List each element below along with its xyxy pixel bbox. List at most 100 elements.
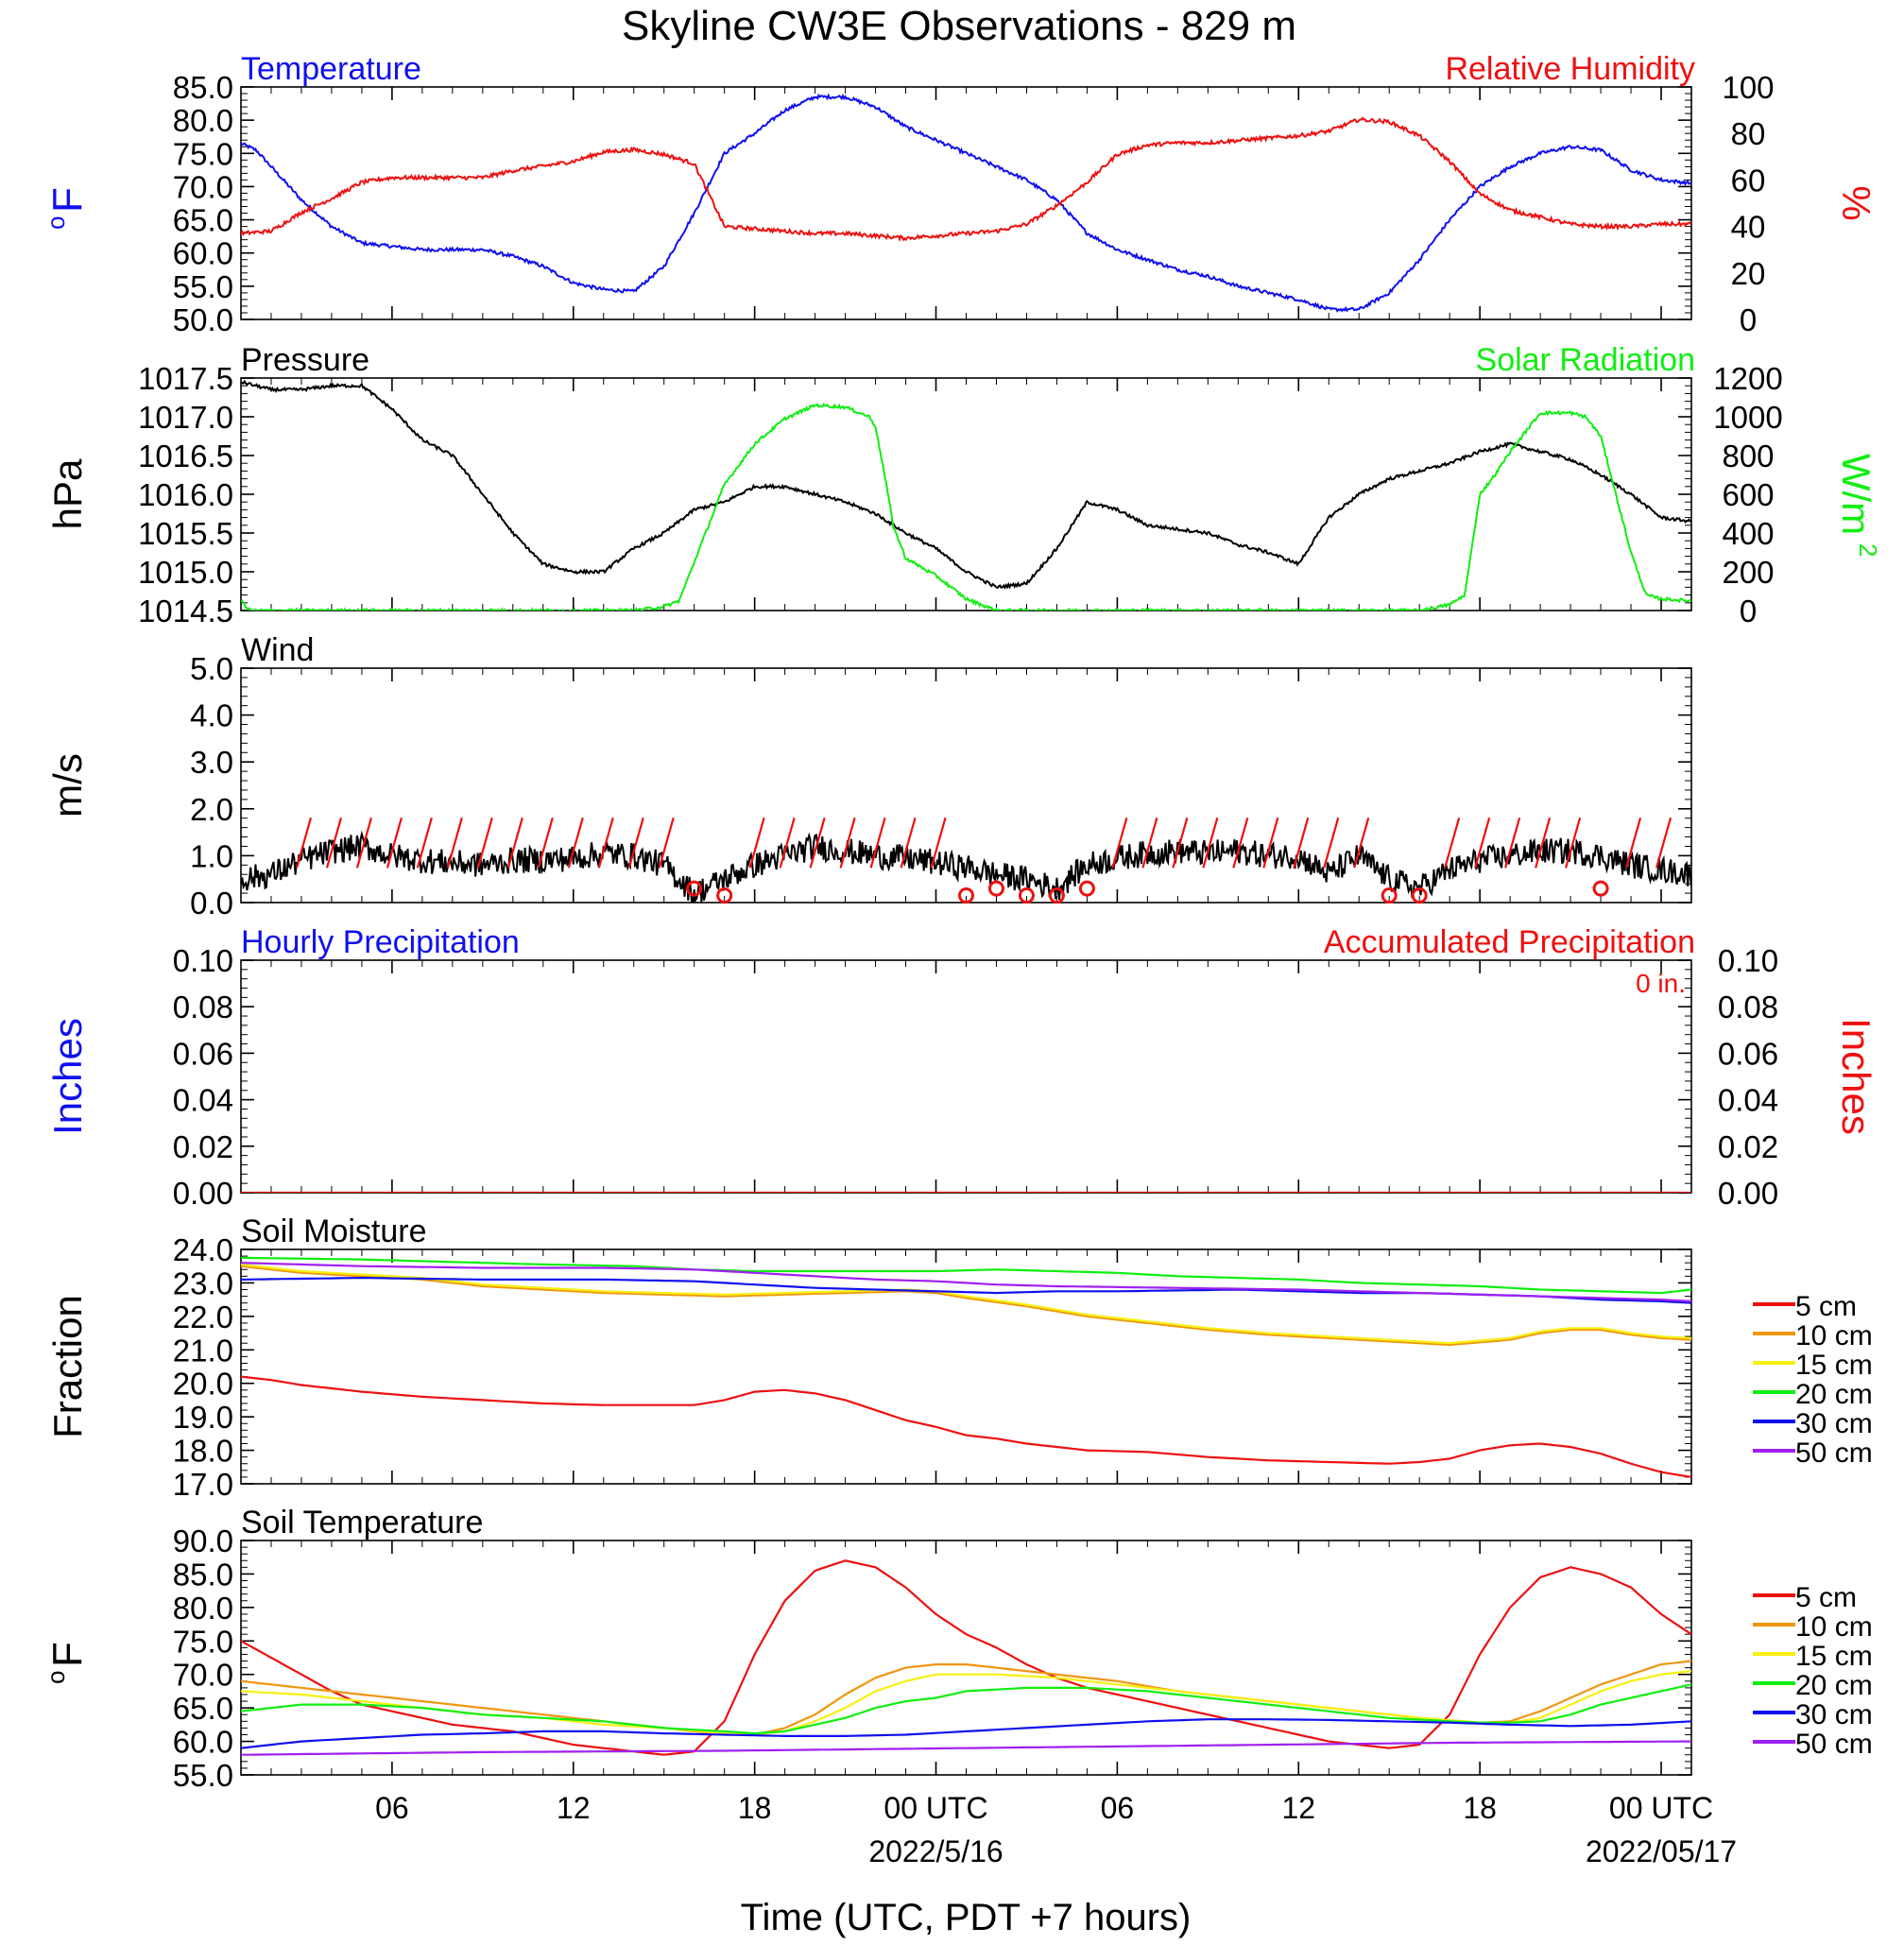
y-axis-label-left: Fraction xyxy=(45,1295,90,1438)
series-5-cm xyxy=(241,1375,1691,1478)
legend-label: 20 cm xyxy=(1795,1670,1873,1701)
y-tick-label-right: 60 xyxy=(1731,163,1766,198)
y-axis-label-left: oF xyxy=(42,1642,91,1684)
y-axis-label-right: W/m 2 xyxy=(1834,454,1882,558)
wind-barb xyxy=(1353,818,1370,869)
wind-barb xyxy=(1504,818,1521,869)
legend-label: 10 cm xyxy=(1795,1611,1873,1643)
legend-label: 30 cm xyxy=(1795,1699,1873,1730)
wind-barb xyxy=(900,818,917,869)
y-axis-label-right: Inches xyxy=(1834,1018,1878,1135)
wind-barb xyxy=(1655,818,1672,869)
series-group xyxy=(241,379,1691,611)
panel-temp_rh: 85.080.075.070.065.060.055.050.0 100 80 60 4… xyxy=(42,51,1878,337)
y-tick-label-right: 0.08 xyxy=(1718,990,1778,1024)
wind-barb xyxy=(1141,818,1158,869)
series-group xyxy=(241,1559,1691,1756)
wind-barb xyxy=(446,818,463,869)
legend-label: 5 cm xyxy=(1795,1582,1857,1613)
y-axis-label-text: hPa xyxy=(45,458,90,529)
wind-barb xyxy=(658,818,675,869)
y-tick-label: 60.0 xyxy=(173,236,233,271)
calm-wind-marker xyxy=(716,887,733,904)
y-tick-label: 75.0 xyxy=(173,136,233,171)
wind-barb xyxy=(1474,818,1491,869)
y-tick-label: 17.0 xyxy=(173,1467,233,1502)
legend-label: 5 cm xyxy=(1795,1291,1857,1322)
y-tick-label: 0.08 xyxy=(173,990,233,1024)
y-tick-label: 80.0 xyxy=(173,1591,233,1626)
legend-label: 50 cm xyxy=(1795,1729,1873,1760)
wind-barb xyxy=(597,818,614,869)
wind-barb xyxy=(1202,818,1219,869)
y-tick-label: 0.02 xyxy=(173,1129,233,1164)
panel-pressure_solar: 1017.5 1017.0 1016.5 1016.0 1015.5 1015.0 1014… xyxy=(45,342,1882,628)
calm-wind-marker xyxy=(987,880,1004,897)
x-tick-label: 06 xyxy=(1101,1791,1135,1825)
panel-title-left: Pressure xyxy=(241,342,369,378)
y-tick-label: 0.0 xyxy=(190,886,233,921)
series-group xyxy=(241,1256,1691,1478)
y-tick-label: 1015.5 xyxy=(138,516,233,551)
legend-label: 30 cm xyxy=(1795,1408,1873,1439)
y-tick-label-right: 0.00 xyxy=(1718,1176,1778,1211)
wind-barb xyxy=(869,818,886,869)
y-axis-label-text: W/m xyxy=(1834,454,1878,535)
x-date-label: 2022/5/16 xyxy=(868,1834,1003,1868)
y-tick-label-right: 0.02 xyxy=(1718,1129,1778,1164)
y-tick-label: 1015.0 xyxy=(138,555,233,590)
x-tick-label: 12 xyxy=(557,1791,591,1825)
y-tick-label: 1016.0 xyxy=(138,477,233,512)
series-30-cm xyxy=(241,1718,1691,1749)
series-relative-humidity xyxy=(241,116,1691,243)
x-axis-label: Time (UTC, PDT +7 hours) xyxy=(741,1897,1192,1938)
y-tick-label: 0.04 xyxy=(173,1083,233,1118)
panel-soil_moisture: 24.023.022.021.020.019.018.017.0 Soil Moi… xyxy=(45,1213,1873,1502)
calm-wind-marker xyxy=(1381,887,1398,904)
chart-title: Skyline CW3E Observations - 829 m xyxy=(622,3,1296,49)
y-tick-label: 65.0 xyxy=(173,1691,233,1726)
y-tick-label: 85.0 xyxy=(173,70,233,105)
y-axis-label-text: Fraction xyxy=(45,1295,90,1438)
legend-label: 20 cm xyxy=(1795,1379,1873,1410)
x-tick-label: 18 xyxy=(738,1791,772,1825)
series-50-cm xyxy=(241,1262,1691,1302)
wind-barb xyxy=(476,818,493,869)
series-temperature xyxy=(241,93,1691,313)
wind-barb xyxy=(325,818,342,869)
y-tick-label: 55.0 xyxy=(173,269,233,304)
y-tick-label: 1014.5 xyxy=(138,594,233,628)
y-tick-label-right: 100 xyxy=(1722,70,1774,105)
calm-wind-marker xyxy=(686,880,703,897)
plot-frame xyxy=(240,377,1692,611)
y-tick-label-right: 20 xyxy=(1731,256,1766,291)
x-date-label: 2022/05/17 xyxy=(1586,1834,1737,1868)
y-tick-label-right: 200 xyxy=(1722,555,1774,590)
series-group xyxy=(241,93,1691,313)
y-tick-label: 75.0 xyxy=(173,1624,233,1659)
x-tick-label: 12 xyxy=(1281,1791,1315,1825)
panel-title-right: Solar Radiation xyxy=(1476,342,1695,378)
panel-title-left: Temperature xyxy=(241,51,421,87)
wind-barb xyxy=(1111,818,1128,869)
wind-barb xyxy=(537,818,554,869)
wind-barb xyxy=(1444,818,1461,869)
wind-barb xyxy=(748,818,765,869)
y-tick-label: 1.0 xyxy=(190,838,233,873)
legend-label: 15 cm xyxy=(1795,1641,1873,1672)
degree-symbol: o xyxy=(42,1671,70,1684)
y-tick-label: 1017.0 xyxy=(138,400,233,435)
panel-title-right: Relative Humidity xyxy=(1445,51,1695,87)
wind-barb xyxy=(1624,818,1642,869)
series-10-cm xyxy=(241,1265,1691,1347)
series-wind xyxy=(241,830,1691,903)
panel-title-left: Soil Moisture xyxy=(241,1213,427,1249)
y-axis-label-text: Inches xyxy=(1834,1018,1878,1135)
y-tick-label: 80.0 xyxy=(173,103,233,138)
y-axis-label-left: Inches xyxy=(45,1018,90,1135)
y-tick-label: 24.0 xyxy=(173,1232,233,1267)
y-tick-label: 0.10 xyxy=(173,943,233,978)
series-pressure xyxy=(241,379,1691,591)
y-tick-label-right: 0 xyxy=(1740,302,1757,337)
